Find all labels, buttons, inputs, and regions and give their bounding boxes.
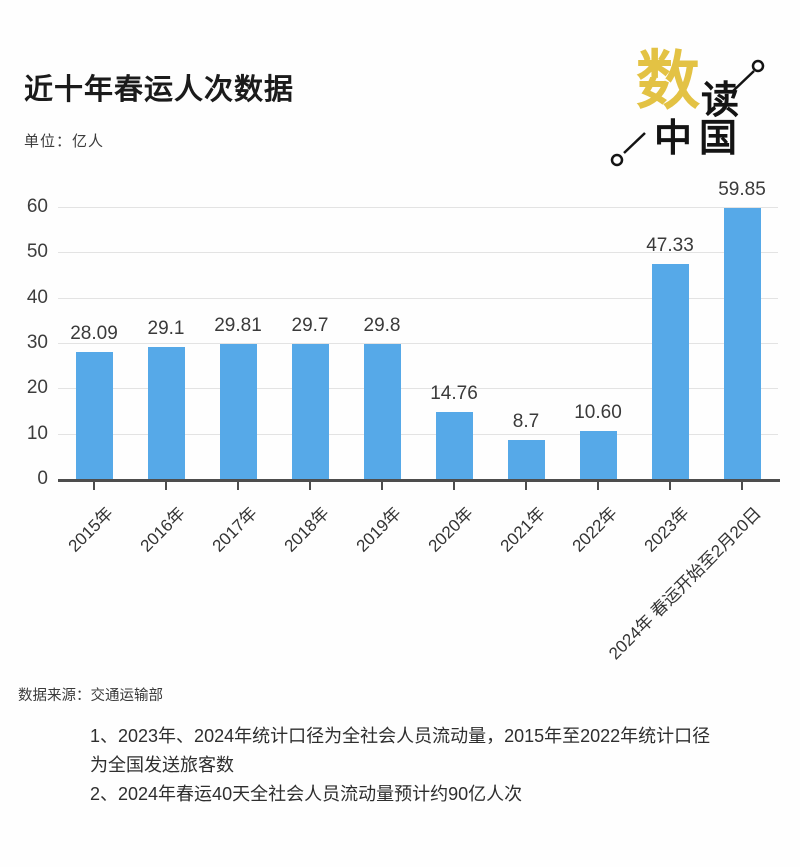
bar-value-label: 10.60	[574, 402, 622, 423]
x-axis-tick	[669, 482, 671, 490]
x-axis-tick	[453, 482, 455, 490]
x-axis-tick	[93, 482, 95, 490]
x-axis-tick	[741, 482, 743, 490]
x-axis-label: 2016年	[136, 503, 189, 556]
x-axis-label: 2020年	[424, 503, 477, 556]
y-tick-label: 40	[26, 287, 48, 308]
gridline	[58, 252, 778, 253]
bar-value-label: 47.33	[646, 235, 694, 256]
gridline	[58, 434, 778, 435]
x-axis-tick	[237, 482, 239, 490]
gridline	[58, 388, 778, 389]
y-tick-label: 10	[26, 423, 48, 444]
gridline	[58, 298, 778, 299]
bar-value-label: 59.85	[718, 179, 766, 200]
x-axis-baseline	[58, 479, 780, 482]
bar-value-label: 29.7	[291, 315, 329, 336]
note-line: 为全国发送旅客数	[90, 755, 234, 775]
x-axis-label: 2023年	[640, 503, 693, 556]
bar-value-label: 8.7	[512, 411, 540, 432]
bar	[148, 347, 185, 479]
bar-value-label: 29.81	[214, 315, 262, 336]
y-tick-label: 30	[26, 332, 48, 353]
logo-needle-icon	[610, 59, 765, 167]
bar	[292, 344, 329, 479]
logo-char-zhongguo: 中国	[654, 118, 745, 160]
footnotes: 1、2023年、2024年统计口径为全社会人员流动量，2015年至2022年统计…	[90, 722, 750, 809]
x-axis-label: 2021年	[496, 503, 549, 556]
y-tick-label: 0	[37, 468, 48, 489]
y-tick-label: 20	[26, 377, 48, 398]
x-axis-label: 2015年	[64, 503, 117, 556]
note-line: 2、2024年春运40天全社会人员流动量预计约90亿人次	[90, 784, 523, 804]
x-axis-label: 2022年	[568, 503, 621, 556]
y-tick-label: 60	[26, 196, 48, 217]
x-axis-label: 2018年	[280, 503, 333, 556]
logo-char-du: 读	[701, 80, 740, 122]
x-axis-label: 2019年	[352, 503, 405, 556]
x-axis-label: 2017年	[208, 503, 261, 556]
bar-value-label: 29.8	[363, 315, 401, 336]
x-axis-tick	[165, 482, 167, 490]
page-title: 近十年春运人次数据	[24, 74, 295, 106]
x-axis-tick	[597, 482, 599, 490]
x-axis-tick	[381, 482, 383, 490]
bar-chart: 0 10 20 30 40 50 60 28.09 2015年 29.1 2016年 29.81 201…	[26, 179, 780, 663]
bar-value-label: 14.76	[430, 383, 478, 404]
note-line: 1、2023年、2024年统计口径为全社会人员流动量，2015年至2022年统计…	[90, 726, 711, 746]
unit-label: 单位：亿人	[24, 133, 105, 150]
y-tick-label: 50	[26, 241, 48, 262]
gridline	[58, 207, 778, 208]
bar	[436, 412, 473, 479]
bar	[220, 344, 257, 479]
bar	[76, 352, 113, 479]
shudu-zhongguo-logo: 数 读 中国	[602, 46, 782, 178]
data-source: 数据来源：交通运输部	[18, 688, 163, 704]
x-axis-tick	[309, 482, 311, 490]
bar-value-label: 29.1	[147, 318, 185, 339]
bar	[652, 264, 689, 479]
bar	[508, 440, 545, 479]
gridline	[58, 343, 778, 344]
bar	[580, 431, 617, 479]
bar-value-label: 28.09	[70, 323, 118, 344]
bar	[364, 344, 401, 479]
x-axis-tick	[525, 482, 527, 490]
bar	[724, 208, 761, 479]
logo-char-shu: 数	[636, 46, 700, 117]
